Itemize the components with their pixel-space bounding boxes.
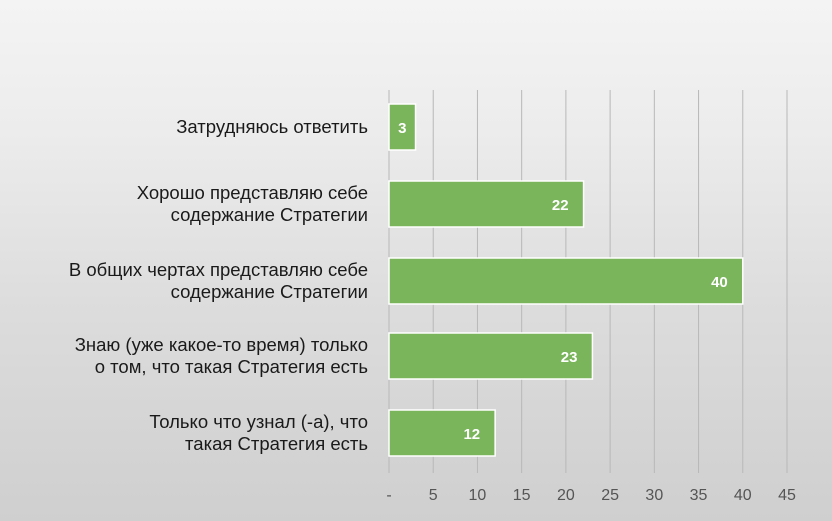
bar (388, 409, 496, 457)
x-tick-label: 30 (645, 487, 663, 504)
x-tick-label: 15 (513, 487, 531, 504)
data-label: 40 (711, 274, 728, 291)
x-tick-label: 35 (690, 487, 708, 504)
x-tick-label: 25 (601, 487, 619, 504)
bar (388, 180, 585, 228)
category-label: Только что узнал (-а), что такая Стратеги… (149, 411, 368, 454)
x-tick-label: 20 (557, 487, 575, 504)
bar (388, 257, 744, 305)
category-label: Затрудняюсь ответить (176, 116, 368, 137)
category-label: В общих чертах представляю себе содержани… (69, 259, 368, 302)
data-label: 3 (398, 120, 406, 137)
x-tick-label: 45 (778, 487, 796, 504)
category-label: Хорошо представляю себе содержание Страте… (137, 182, 368, 225)
bar (388, 103, 417, 151)
category-labels: Затрудняюсь ответить Хорошо представляю с… (69, 116, 368, 454)
data-label: 23 (561, 349, 578, 366)
data-label: 12 (463, 426, 480, 443)
x-tick-label: 10 (469, 487, 487, 504)
data-label: 22 (552, 197, 569, 214)
bar (388, 332, 594, 380)
category-label: Знаю (уже какое-то время) только о том, ч… (75, 334, 368, 377)
x-tick-label: 40 (734, 487, 752, 504)
x-tick-label: 5 (429, 487, 438, 504)
x-tick-label: - (386, 487, 391, 504)
x-axis-ticks: - 5 10 15 20 25 30 35 40 45 (386, 487, 796, 504)
bars: 3 22 40 23 12 (388, 103, 744, 457)
